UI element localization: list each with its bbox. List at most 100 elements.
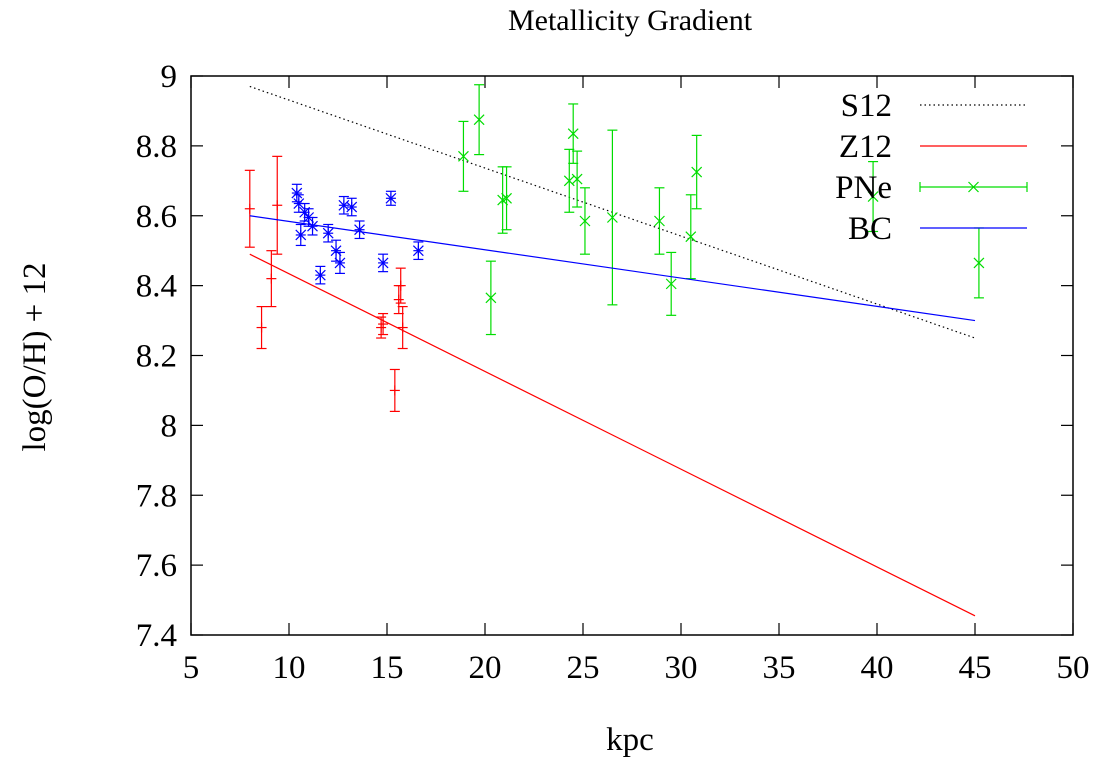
y-tick-label: 7.6 xyxy=(136,548,177,584)
data-point-marker xyxy=(256,322,267,333)
data-point-marker xyxy=(606,212,618,223)
legend: S12 Z12 PNe BC xyxy=(835,88,1028,247)
data-point-marker xyxy=(334,257,346,269)
data-point-marker xyxy=(571,173,583,185)
marker-stroke xyxy=(567,128,579,140)
marker-stroke xyxy=(293,198,305,209)
marker-stroke xyxy=(654,215,665,227)
data-point xyxy=(389,368,400,412)
marker-stroke xyxy=(330,245,342,257)
data-point-marker xyxy=(665,278,677,290)
data-point xyxy=(346,197,358,217)
data-point-marker xyxy=(412,245,424,257)
x-tick-label: 25 xyxy=(567,650,600,686)
data-point xyxy=(867,160,879,233)
data-point xyxy=(412,241,424,261)
marker-stroke xyxy=(606,212,618,223)
fit-line-z12 xyxy=(249,253,976,617)
data-point-marker xyxy=(473,114,485,126)
marker-stroke xyxy=(473,114,485,126)
fit-line-bc xyxy=(249,215,976,322)
plot-frame xyxy=(190,75,1074,636)
y-tick-label: 7.4 xyxy=(136,618,177,654)
data-point-marker xyxy=(685,231,697,243)
data-point xyxy=(256,305,267,350)
legend-label: Z12 xyxy=(839,129,892,165)
data-point xyxy=(354,220,365,240)
marker-stroke xyxy=(314,269,326,281)
marker-stroke xyxy=(307,220,318,232)
marker-stroke xyxy=(571,173,583,185)
legend-label: PNe xyxy=(835,170,892,206)
data-point-marker xyxy=(654,215,665,227)
y-tick-label: 8.6 xyxy=(136,199,177,235)
data-point xyxy=(654,187,665,255)
data-point xyxy=(458,120,469,192)
data-point-marker xyxy=(307,220,318,232)
y-tick-label: 8.4 xyxy=(136,269,177,305)
marker-stroke xyxy=(458,150,469,162)
data-point xyxy=(501,166,512,231)
data-point xyxy=(691,134,703,210)
data-point xyxy=(295,223,307,247)
x-tick-label: 45 xyxy=(959,650,992,686)
marker-stroke xyxy=(412,245,424,257)
data-point xyxy=(307,216,318,236)
data-point xyxy=(314,265,326,285)
data-point xyxy=(244,169,255,248)
marker-stroke xyxy=(968,181,979,193)
y-tick-label: 9 xyxy=(161,59,178,95)
data-point xyxy=(378,312,389,336)
x-tick-label: 50 xyxy=(1057,650,1090,686)
data-point xyxy=(579,187,591,255)
data-point-marker xyxy=(354,224,365,236)
data-point-marker xyxy=(244,203,255,214)
data-point xyxy=(473,84,485,156)
data-point xyxy=(665,251,677,316)
data-point-marker xyxy=(867,191,879,202)
data-point-marker xyxy=(389,385,400,396)
data-point xyxy=(397,305,408,350)
x-tick-label: 10 xyxy=(273,650,306,686)
data-point xyxy=(385,190,397,206)
data-point xyxy=(293,194,305,213)
plot-area: 5 10 15 20 25 30 35 40 45 50 7.4 7.6 7.8 8 8.2 8.4 8.6 8.… xyxy=(136,59,1090,686)
marker-stroke xyxy=(322,227,334,239)
data-point-marker xyxy=(458,150,469,162)
data-point-marker xyxy=(338,199,350,211)
data-point-marker xyxy=(385,192,397,204)
data-point xyxy=(334,251,346,274)
data-point-marker xyxy=(579,215,591,227)
chart-title: Metallicity Gradient xyxy=(508,4,753,37)
data-point-marker xyxy=(272,200,283,211)
data-point-marker xyxy=(314,269,326,281)
legend-swatch-marker xyxy=(968,181,979,193)
data-point-marker xyxy=(322,227,334,239)
y-axis-label: log(O/H) + 12 xyxy=(17,262,53,451)
marker-stroke xyxy=(691,166,703,178)
data-point xyxy=(567,103,579,164)
x-tick-label: 5 xyxy=(183,650,200,686)
y-tick-label: 7.8 xyxy=(136,478,177,514)
data-point xyxy=(485,260,497,336)
y-tick-label: 8.2 xyxy=(136,339,177,375)
y-tick-label: 8.8 xyxy=(136,129,177,165)
data-point-marker xyxy=(291,187,303,199)
data-point-marker xyxy=(501,192,512,204)
data-point-marker xyxy=(378,319,389,330)
data-point xyxy=(266,250,277,308)
data-point xyxy=(338,195,350,215)
data-point-marker xyxy=(485,292,497,304)
data-point xyxy=(395,267,406,304)
marker-stroke xyxy=(665,278,677,290)
x-axis-label: kpc xyxy=(606,722,654,758)
x-tick-label: 30 xyxy=(665,650,698,686)
y-tick-label: 8 xyxy=(161,408,178,444)
data-point-marker xyxy=(567,128,579,140)
marker-stroke xyxy=(295,229,307,241)
marker-stroke xyxy=(354,224,365,236)
data-point xyxy=(973,227,985,299)
x-tick-label: 15 xyxy=(371,650,404,686)
marker-stroke xyxy=(377,257,389,269)
data-point-marker xyxy=(397,322,408,333)
